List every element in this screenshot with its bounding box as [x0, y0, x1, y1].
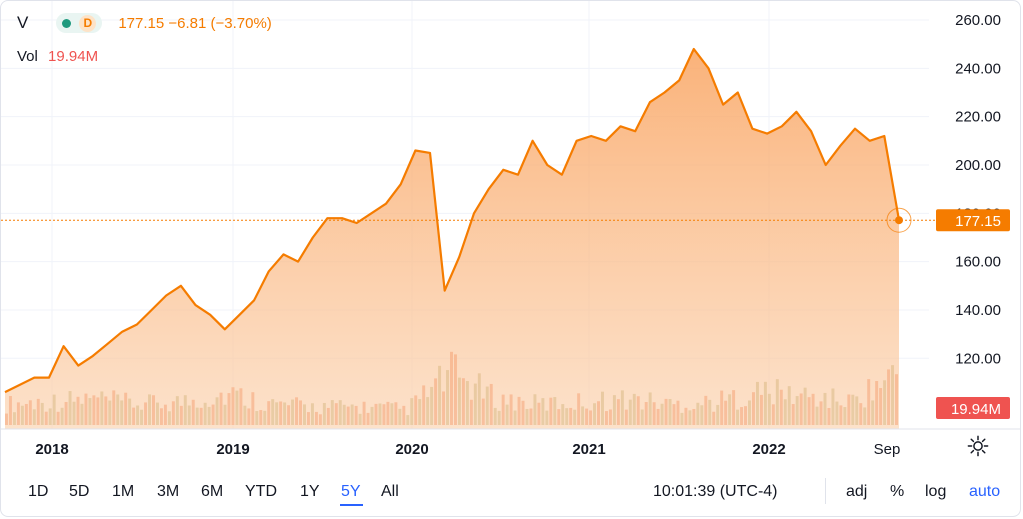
- axes: 260.00240.00220.00200.00180.00160.00140.…: [1, 12, 1020, 458]
- x-tick-label: 2022: [752, 441, 785, 458]
- price-area: [1, 47, 936, 429]
- last-volume-tag-label: 19.94M: [951, 401, 1001, 418]
- price-chart[interactable]: 260.00240.00220.00200.00180.00160.00140.…: [1, 1, 1021, 466]
- volume-label: Vol: [17, 48, 38, 65]
- y-tick-label: 260.00: [955, 12, 1001, 29]
- volume-legend: Vol 19.94M: [17, 48, 98, 65]
- price-change: 177.15 −6.81 (−3.70%): [118, 14, 272, 32]
- y-tick-label: 120.00: [955, 350, 1001, 367]
- price-line: [4, 47, 901, 394]
- range-5y-button[interactable]: 5Y: [341, 483, 361, 500]
- range-5d-button[interactable]: 5D: [69, 483, 90, 500]
- log-toggle[interactable]: log: [925, 483, 947, 500]
- range-all-button[interactable]: All: [381, 483, 399, 500]
- last-price-dot: [895, 216, 903, 225]
- range-ytd-button[interactable]: YTD: [245, 483, 277, 500]
- legend: V D 177.15 −6.81 (−3.70%): [17, 13, 272, 33]
- toolbar-bottom: 1D 5D 1M 3M 6M YTD 1Y 5Y All 10:01:39 (U…: [1, 466, 1020, 516]
- price-area-fill: [5, 49, 899, 429]
- y-tick-label: 160.00: [955, 254, 1001, 271]
- market-status-pill: D: [56, 13, 103, 33]
- range-6m-button[interactable]: 6M: [201, 483, 224, 500]
- range-1y-button[interactable]: 1Y: [300, 483, 320, 500]
- last-price-halo: [886, 207, 912, 233]
- last-volume-tag: [936, 397, 1010, 419]
- active-range-underline: [340, 504, 363, 506]
- interval-badge: D: [79, 14, 97, 32]
- range-1m-button[interactable]: 1M: [112, 483, 135, 500]
- symbol-name[interactable]: V: [17, 13, 29, 32]
- last-price-tag: [936, 209, 1010, 232]
- x-tick-label: 2019: [216, 441, 249, 458]
- volume-value: 19.94M: [48, 48, 99, 65]
- percent-toggle[interactable]: %: [890, 483, 905, 500]
- range-3m-button[interactable]: 3M: [157, 483, 180, 500]
- x-tick-label: 2021: [572, 441, 605, 458]
- divider: [825, 478, 826, 504]
- settings-gear-icon[interactable]: [967, 435, 989, 457]
- y-tick-label: 220.00: [955, 109, 1001, 126]
- x-tick-label: 2018: [35, 441, 68, 458]
- clock-timezone[interactable]: 10:01:39 (UTC-4): [653, 483, 778, 500]
- y-tick-label: 200.00: [955, 157, 1001, 174]
- y-tick-label: 240.00: [955, 60, 1001, 77]
- last-price-tag-label: 177.15: [955, 213, 1001, 230]
- adj-toggle[interactable]: adj: [846, 483, 868, 500]
- y-tick-label: 140.00: [955, 302, 1001, 319]
- x-tick-label: 2020: [395, 441, 428, 458]
- x-tick-label: Sep: [874, 441, 901, 458]
- range-1d-button[interactable]: 1D: [28, 483, 49, 500]
- auto-toggle[interactable]: auto: [969, 483, 1001, 500]
- market-open-dot-icon: [62, 18, 72, 28]
